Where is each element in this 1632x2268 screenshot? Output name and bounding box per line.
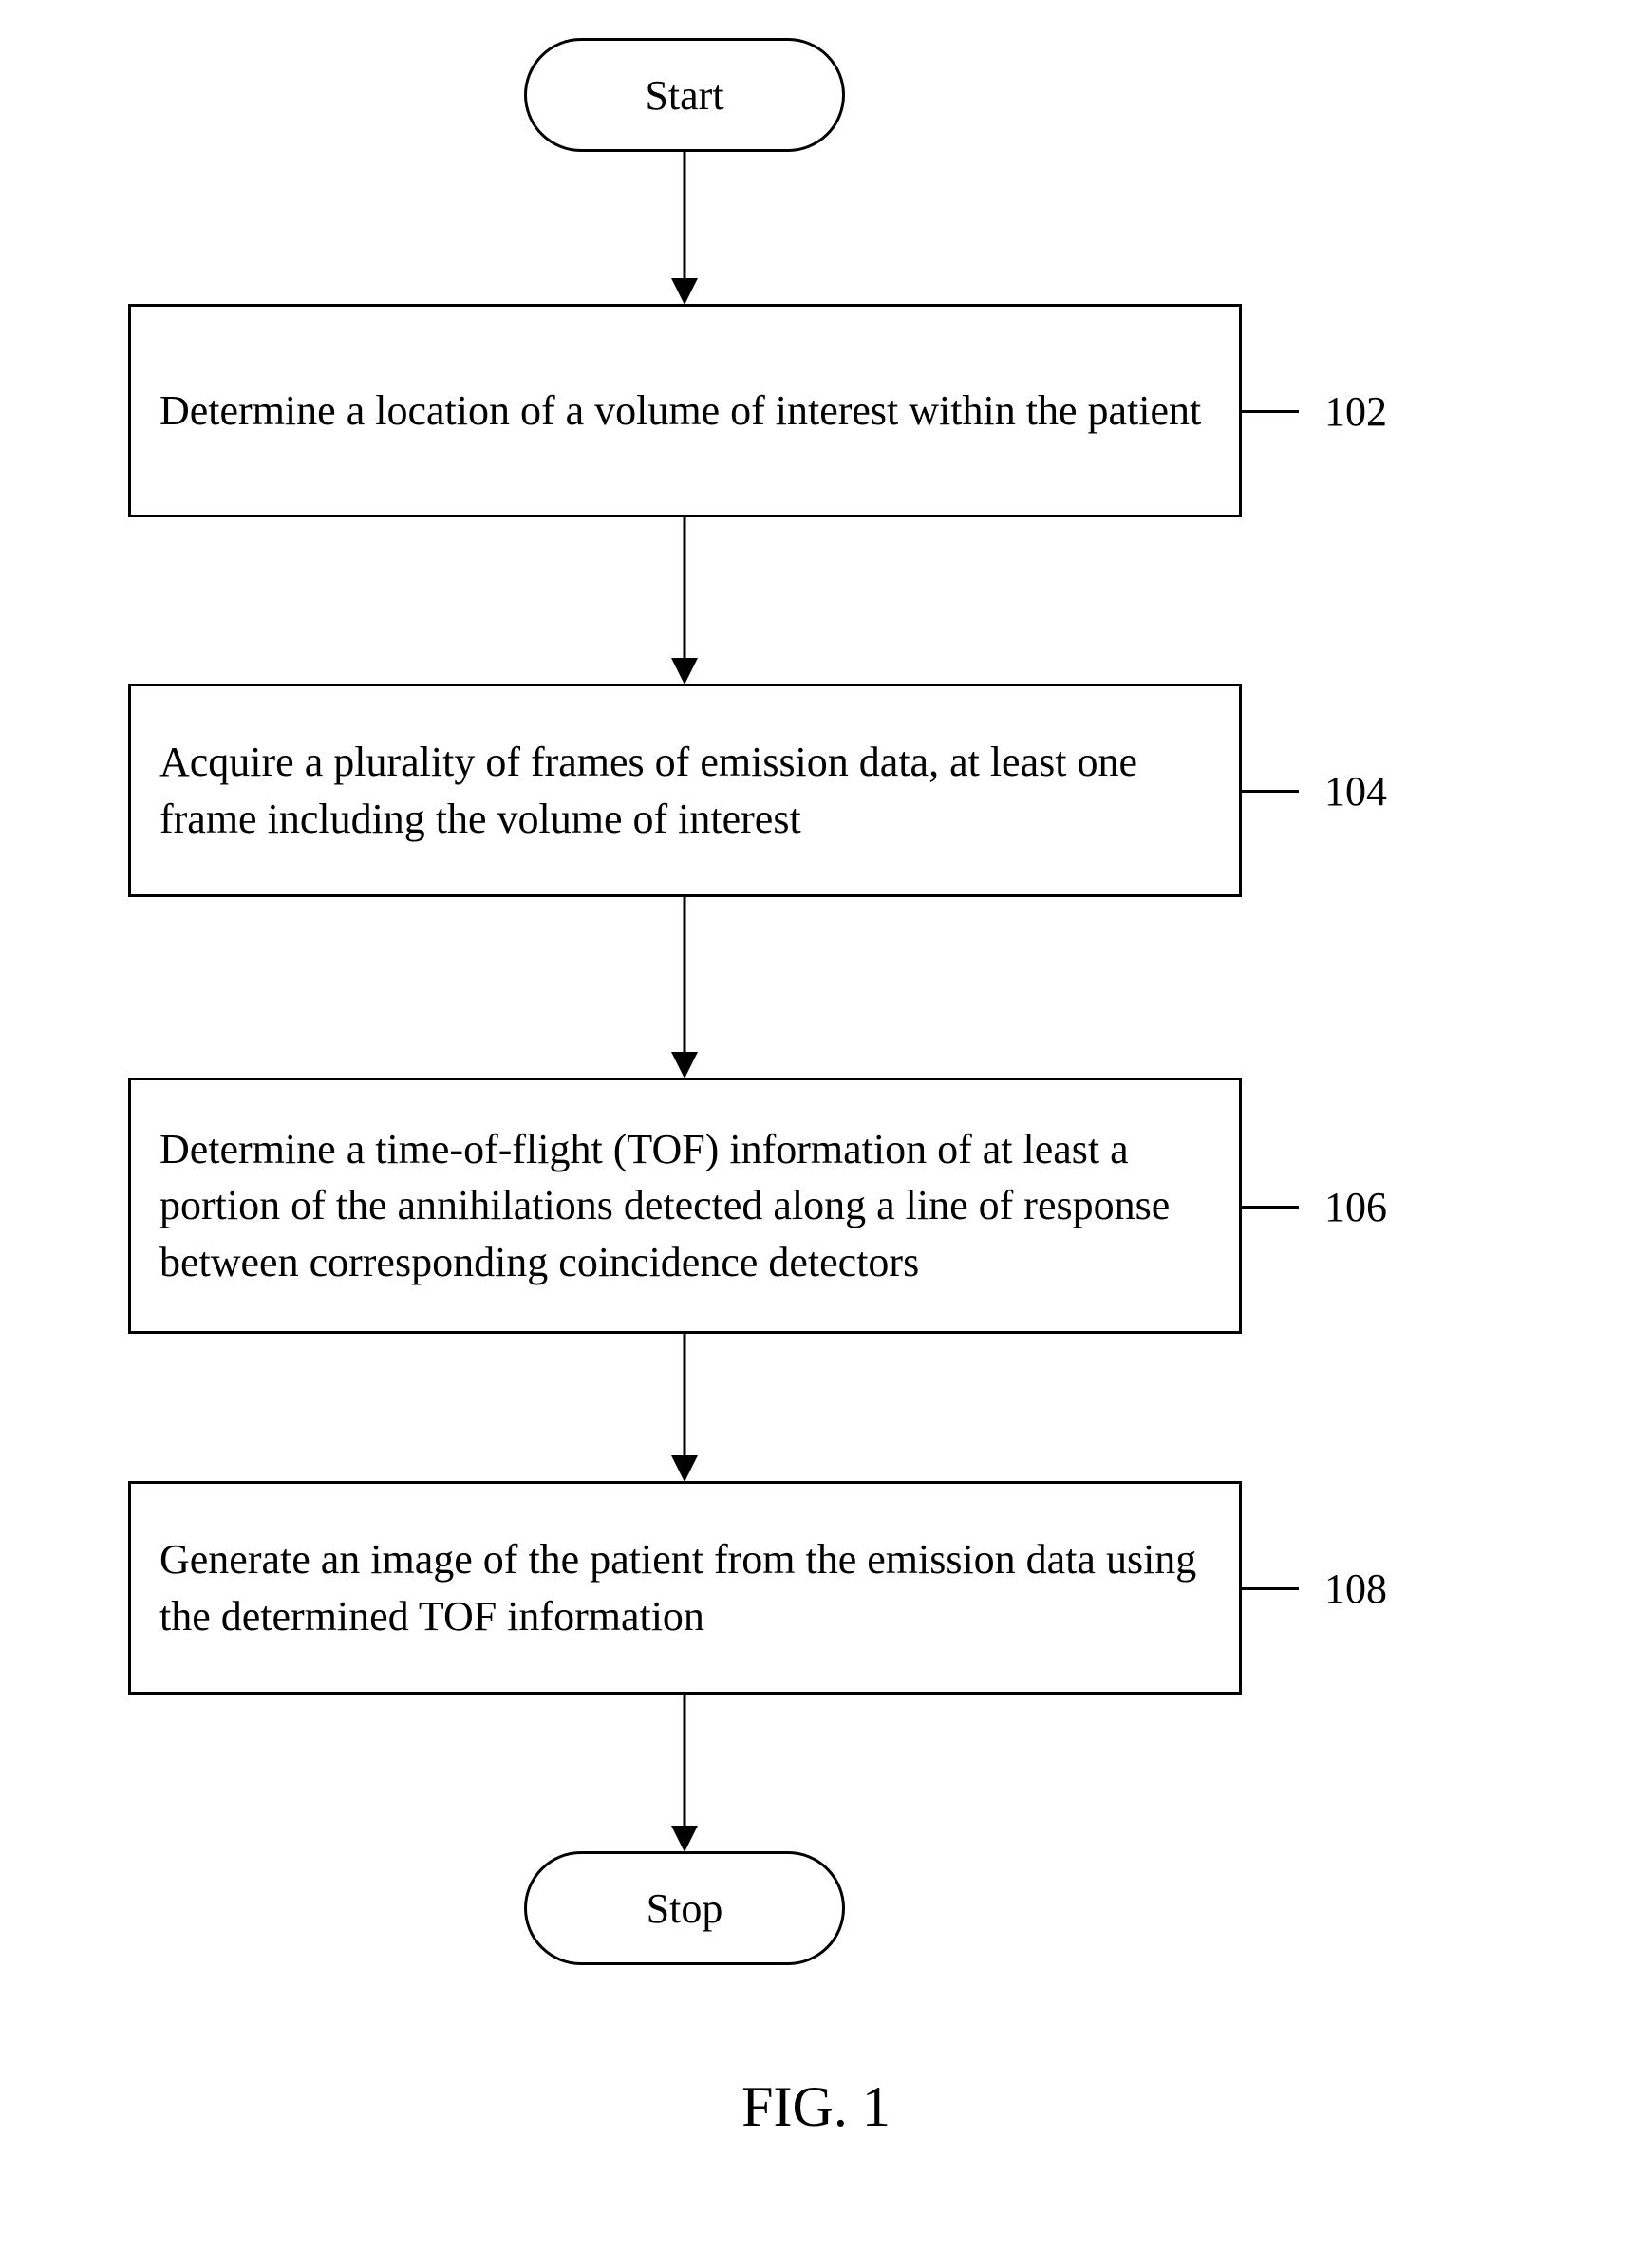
process-step-106: Determine a time-of-flight (TOF) informa… <box>128 1078 1242 1334</box>
start-label: Start <box>645 71 723 120</box>
process-step-102: Determine a location of a volume of inte… <box>128 304 1242 517</box>
start-terminal: Start <box>524 38 845 152</box>
arrow-line <box>684 1334 686 1457</box>
ref-label-104: 104 <box>1324 767 1387 815</box>
flowchart-container: Start Determine a location of a volume o… <box>0 0 1632 2268</box>
arrow-head <box>671 1052 698 1078</box>
ref-connector <box>1242 1206 1299 1209</box>
arrow-head <box>671 1455 698 1482</box>
ref-connector <box>1242 1587 1299 1590</box>
process-text: Acquire a plurality of frames of emissio… <box>159 734 1210 847</box>
process-step-104: Acquire a plurality of frames of emissio… <box>128 684 1242 897</box>
process-text: Generate an image of the patient from th… <box>159 1531 1210 1644</box>
stop-terminal: Stop <box>524 1851 845 1965</box>
stop-label: Stop <box>647 1884 723 1933</box>
ref-label-106: 106 <box>1324 1183 1387 1231</box>
process-text: Determine a time-of-flight (TOF) informa… <box>159 1121 1210 1290</box>
arrow-line <box>684 1695 686 1828</box>
process-step-108: Generate an image of the patient from th… <box>128 1481 1242 1695</box>
ref-label-108: 108 <box>1324 1565 1387 1613</box>
arrow-head <box>671 1826 698 1852</box>
arrow-head <box>671 278 698 305</box>
process-text: Determine a location of a volume of inte… <box>159 383 1201 439</box>
ref-connector <box>1242 790 1299 793</box>
ref-connector <box>1242 410 1299 413</box>
figure-caption: FIG. 1 <box>741 2074 891 2140</box>
arrow-line <box>684 517 686 660</box>
ref-label-102: 102 <box>1324 387 1387 436</box>
arrow-line <box>684 152 686 280</box>
arrow-head <box>671 658 698 684</box>
arrow-line <box>684 897 686 1054</box>
